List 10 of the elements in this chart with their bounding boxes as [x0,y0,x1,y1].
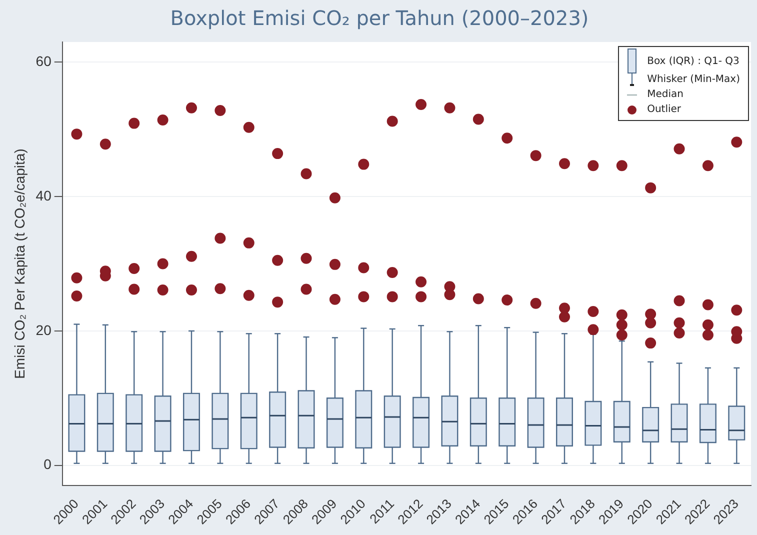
annotation: Outlier [647,104,682,115]
y-axis-title: Emisi CO₂ Per Kapita (t CO₂e/capita) [11,148,28,379]
legend-label: Box (IQR) : Q1- Q3 [647,56,740,66]
y-tick-label: 60 [36,53,52,70]
y-tick-label: 0 [44,456,52,472]
y-tick-label: 20 [36,322,52,338]
annotation: Median [647,89,684,100]
y-tick-label: 40 [36,187,52,204]
chart-title: Boxplot Emisi CO₂ per Tahun (2000–2023) [170,6,589,30]
annotation: Whisker (Min-Max) [647,74,740,85]
